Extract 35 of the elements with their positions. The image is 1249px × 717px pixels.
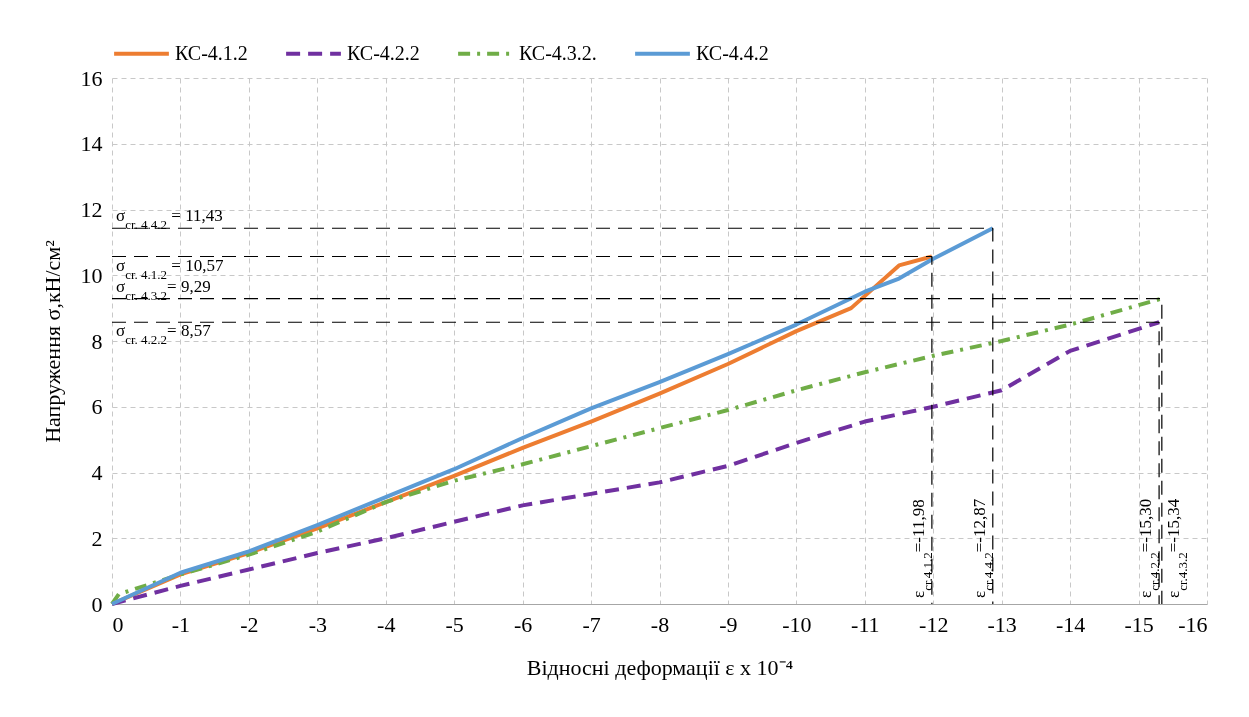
x-tick-label: -5 <box>445 611 464 637</box>
annotation: σ$_{cr. 4.4.2}$ = 11,43 <box>116 206 223 232</box>
y-tick-label: 6 <box>91 394 103 420</box>
x-tick-label: -3 <box>308 611 327 637</box>
legend-label: КС-4.1.2 <box>175 41 248 64</box>
x-tick-label: -13 <box>987 611 1017 637</box>
x-tick-label: -11 <box>851 611 880 637</box>
y-tick-label: 4 <box>91 460 103 485</box>
y-tick-label: 16 <box>80 65 103 91</box>
legend-label: КС-4.2.2 <box>347 41 420 64</box>
x-tick-label: -10 <box>782 611 812 637</box>
y-tick-label: 0 <box>91 591 103 617</box>
x-tick-label: -9 <box>719 611 738 637</box>
y-tick-label: 14 <box>80 131 103 157</box>
x-tick-label: -16 <box>1178 611 1208 637</box>
x-tick-label: -14 <box>1055 611 1086 637</box>
legend-label: КС-4.4.2 <box>696 41 769 64</box>
x-tick-label: -1 <box>171 611 191 637</box>
x-tick-label: -2 <box>240 611 259 637</box>
legend-label: КС-4.3.2. <box>519 41 597 64</box>
x-axis-title: Відносні деформації ε x 10⁻⁴ <box>526 654 794 680</box>
annotation: σ$_{cr. 4.1.2}$ = 10,57 <box>116 255 224 282</box>
x-tick-label: 0 <box>112 611 124 637</box>
x-tick-label: -6 <box>513 611 533 637</box>
y-tick-label: 12 <box>80 197 103 222</box>
x-tick-label: -8 <box>650 611 670 637</box>
x-tick-label: -4 <box>377 611 396 637</box>
x-tick-label: -15 <box>1124 611 1154 637</box>
y-tick-label: 10 <box>80 262 103 288</box>
y-tick-label: 8 <box>91 328 103 354</box>
y-tick-label: 2 <box>91 525 103 551</box>
x-tick-label: -12 <box>919 611 949 637</box>
annotation: σ$_{cr. 4.2.2}$= 8,57 <box>116 321 212 347</box>
x-tick-label: -7 <box>582 611 601 637</box>
y-axis-title: Напруження σ,кН/см² <box>39 239 65 443</box>
